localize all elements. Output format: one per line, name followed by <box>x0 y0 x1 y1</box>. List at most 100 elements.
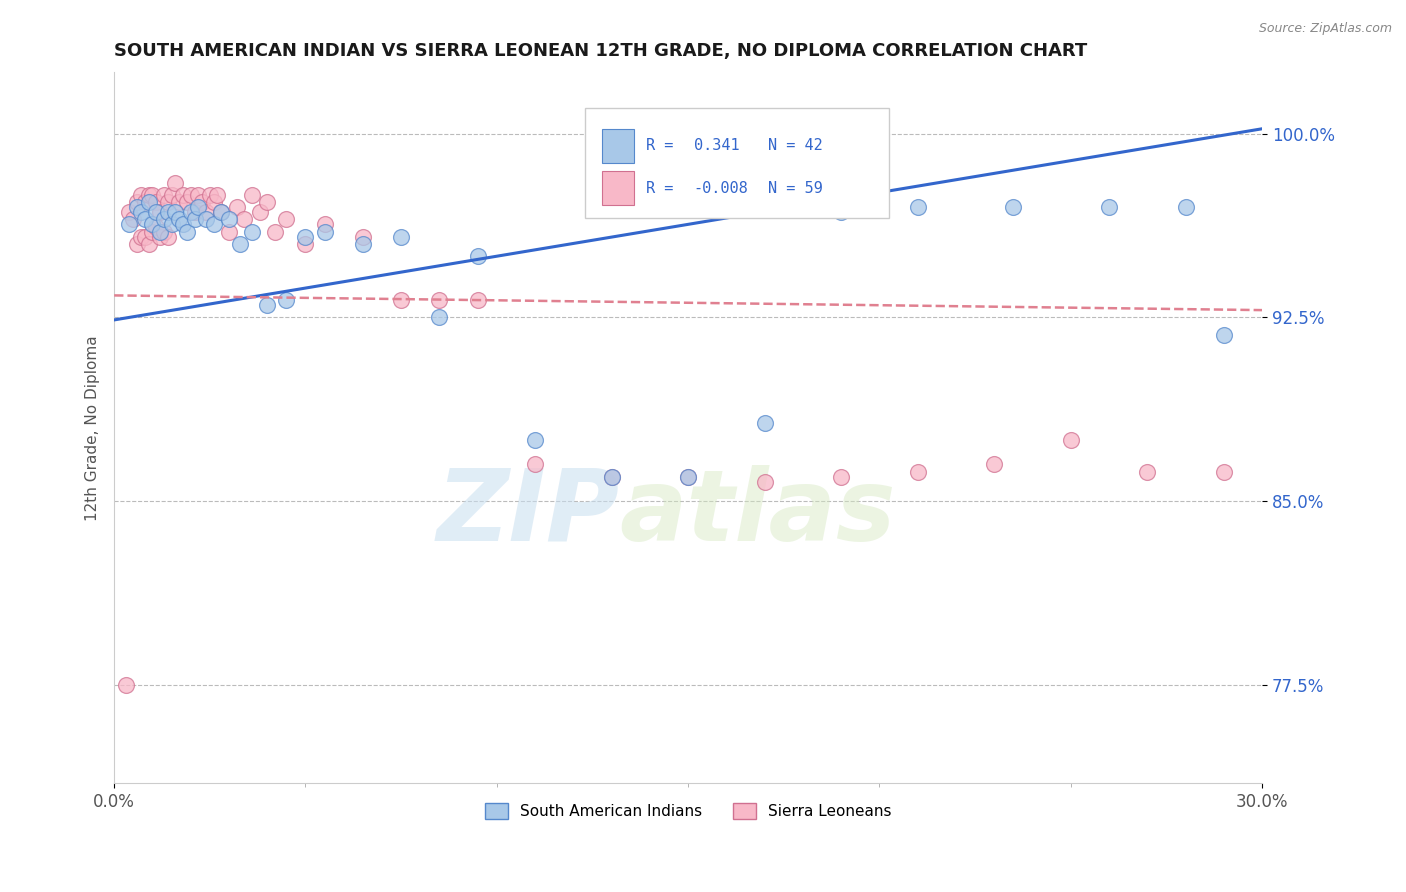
Point <box>134 195 156 210</box>
Point <box>1212 327 1234 342</box>
Point <box>153 225 176 239</box>
Point <box>183 205 205 219</box>
Point <box>264 225 287 239</box>
Point <box>524 433 547 447</box>
Point <box>160 188 183 202</box>
Point <box>153 188 176 202</box>
Point <box>180 188 202 202</box>
Point <box>240 188 263 202</box>
Point <box>389 229 412 244</box>
Point <box>830 205 852 219</box>
FancyBboxPatch shape <box>602 128 634 162</box>
Point <box>141 225 163 239</box>
Point <box>352 236 374 251</box>
Text: R =: R = <box>645 138 673 153</box>
Point <box>167 212 190 227</box>
Text: -0.008: -0.008 <box>693 181 748 195</box>
Point <box>156 229 179 244</box>
Point <box>983 458 1005 472</box>
Point <box>138 236 160 251</box>
Point <box>134 212 156 227</box>
Point <box>149 205 172 219</box>
Point <box>218 225 240 239</box>
Point <box>145 195 167 210</box>
Text: N = 42: N = 42 <box>769 138 823 153</box>
Point <box>149 229 172 244</box>
Point <box>1212 465 1234 479</box>
Text: R =: R = <box>645 181 673 195</box>
Point <box>314 225 336 239</box>
Text: 0.341: 0.341 <box>693 138 740 153</box>
Point <box>191 195 214 210</box>
Legend: South American Indians, Sierra Leoneans: South American Indians, Sierra Leoneans <box>479 797 897 825</box>
Point <box>229 236 252 251</box>
Point <box>129 205 152 219</box>
Point <box>195 205 218 219</box>
Point <box>1136 465 1159 479</box>
Point <box>352 229 374 244</box>
Point <box>209 205 232 219</box>
Point <box>145 205 167 219</box>
Point <box>676 469 699 483</box>
Point <box>127 236 149 251</box>
Point <box>209 205 232 219</box>
Point <box>830 469 852 483</box>
Point <box>240 225 263 239</box>
Point <box>276 293 298 308</box>
Point <box>129 229 152 244</box>
Point <box>294 229 316 244</box>
Point <box>429 310 451 325</box>
Point <box>225 200 247 214</box>
Point <box>294 236 316 251</box>
Point <box>138 188 160 202</box>
Point <box>600 469 623 483</box>
Point <box>160 218 183 232</box>
Point <box>187 200 209 214</box>
Point <box>467 293 489 308</box>
FancyBboxPatch shape <box>602 171 634 205</box>
Point <box>1060 433 1083 447</box>
Point <box>218 212 240 227</box>
Point <box>1174 200 1197 214</box>
Point <box>122 212 145 227</box>
Point <box>198 188 221 202</box>
Point <box>118 205 141 219</box>
Point <box>149 225 172 239</box>
Point <box>145 219 167 234</box>
Point <box>165 205 187 219</box>
Point <box>165 176 187 190</box>
Point <box>1002 200 1025 214</box>
Point <box>907 465 929 479</box>
Point <box>172 218 194 232</box>
Point <box>183 212 205 227</box>
Point <box>141 188 163 202</box>
Point <box>1098 200 1121 214</box>
Y-axis label: 12th Grade, No Diploma: 12th Grade, No Diploma <box>86 334 100 521</box>
Point <box>156 205 179 219</box>
Point <box>187 188 209 202</box>
Text: N = 59: N = 59 <box>769 181 823 195</box>
Point <box>249 205 271 219</box>
Point <box>754 475 776 489</box>
Point <box>202 195 225 210</box>
Point <box>176 225 198 239</box>
Point <box>129 188 152 202</box>
Point <box>172 188 194 202</box>
Text: atlas: atlas <box>619 465 896 561</box>
FancyBboxPatch shape <box>585 108 889 219</box>
Point <box>233 212 256 227</box>
Point <box>467 249 489 263</box>
Point <box>276 212 298 227</box>
Point <box>907 200 929 214</box>
Point <box>153 212 176 227</box>
Point <box>256 298 278 312</box>
Point <box>256 195 278 210</box>
Text: SOUTH AMERICAN INDIAN VS SIERRA LEONEAN 12TH GRADE, NO DIPLOMA CORRELATION CHART: SOUTH AMERICAN INDIAN VS SIERRA LEONEAN … <box>114 42 1087 60</box>
Point <box>176 195 198 210</box>
Point <box>167 195 190 210</box>
Point <box>524 458 547 472</box>
Point <box>195 212 218 227</box>
Point <box>141 218 163 232</box>
Point <box>207 188 229 202</box>
Point <box>114 678 136 692</box>
